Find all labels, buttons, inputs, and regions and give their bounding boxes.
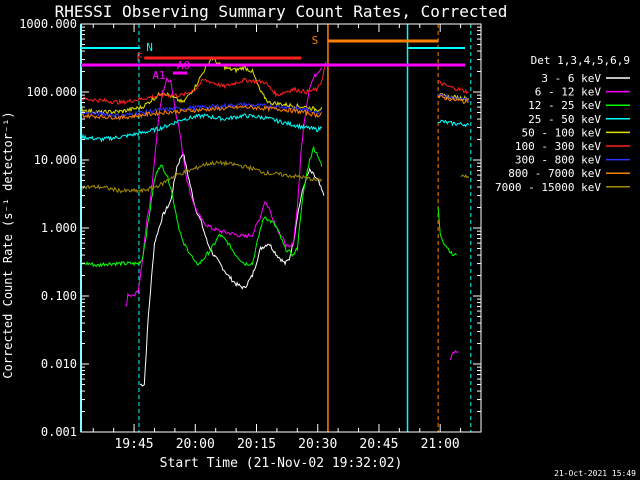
flag-label-a1: A1 (152, 69, 165, 82)
legend-label: 25 - 50 keV (528, 113, 601, 126)
y-tick-label: 0.001 (41, 425, 77, 439)
flag-label-n: N (146, 41, 153, 54)
x-axis-label: Start Time (21-Nov-02 19:32:02) (160, 456, 403, 471)
series-line-8 (80, 94, 469, 121)
y-tick-label: 100.000 (26, 85, 77, 99)
y-tick-label: 0.010 (41, 357, 77, 371)
legend-header: Det 1,3,4,5,6,9 (531, 54, 630, 67)
x-tick-label: 21:00 (421, 437, 460, 452)
x-tick-label: 19:45 (114, 437, 153, 452)
plot-axes: 0.001 0.010 0.100 1.000 10.000 100.000 1000.00… (19, 17, 482, 452)
legend-label: 800 - 7000 keV (508, 167, 601, 180)
x-tick-label: 20:30 (298, 437, 337, 452)
y-tick-label: 1.000 (41, 221, 77, 235)
flag-label-s: S (312, 34, 319, 47)
legend-label: 100 - 300 keV (515, 140, 601, 153)
plot-frame (80, 23, 482, 433)
x-tick-label: 20:45 (359, 437, 398, 452)
footer-date: 21-Oct-2021 15:49 (554, 469, 636, 478)
legend-label: 3 - 6 keV (541, 72, 601, 85)
legend-label: 300 - 800 keV (515, 154, 601, 167)
series-line-9 (80, 159, 470, 194)
flag-label-f: F (136, 51, 143, 64)
series-line-3 (80, 145, 457, 268)
series-line-6 (80, 61, 469, 106)
series-line-1 (140, 153, 325, 387)
series-line-2 (125, 67, 459, 361)
series-layer (80, 55, 470, 387)
series-line-4 (80, 113, 470, 143)
y-tick-label: 0.100 (41, 289, 77, 303)
annotation-layer: NF S A1 A0 (81, 34, 465, 82)
legend-label: 50 - 100 keV (522, 126, 602, 139)
y-tick-label: 1000.000 (19, 17, 77, 31)
y-axis-label: Corrected Count Rate (s⁻¹ detector⁻¹) (1, 111, 15, 378)
legend-label: 7000 - 15000 keV (495, 181, 601, 194)
x-tick-label: 20:15 (237, 437, 276, 452)
chart-title: RHESSI Observing Summary Count Rates, Co… (55, 2, 508, 21)
y-tick-label: 10.000 (34, 153, 77, 167)
legend-label: 6 - 12 keV (535, 86, 602, 99)
legend-label: 12 - 25 keV (528, 99, 601, 112)
x-tick-label: 20:00 (176, 437, 215, 452)
flag-label-a0: A0 (177, 59, 190, 72)
